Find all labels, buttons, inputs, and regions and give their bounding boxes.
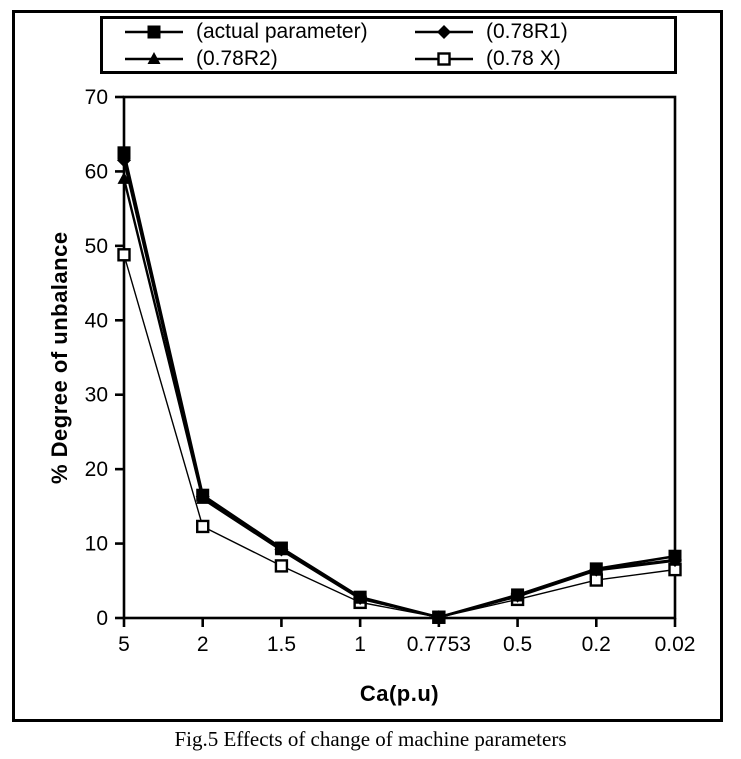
- series-line-0-78-x: [123, 254, 676, 618]
- series-0-78r1: [117, 153, 682, 625]
- y-tick-label: 20: [85, 458, 108, 481]
- figure-caption: Fig.5 Effects of change of machine param…: [174, 727, 567, 751]
- marker-square-filled: [117, 146, 131, 160]
- y-tick-label: 0: [96, 607, 108, 630]
- x-tick-label: 0.02: [655, 633, 696, 656]
- y-axis-ticks: 0 10 20 30 40 50 60 70: [85, 86, 124, 630]
- legend-label: (0.78R2): [196, 46, 278, 70]
- y-tick-label: 50: [85, 235, 108, 258]
- x-tick-label: 0.2: [582, 633, 611, 656]
- x-tick-label: 0.5: [503, 633, 532, 656]
- marker-square-filled: [511, 588, 525, 602]
- legend-label: (0.78R1): [486, 19, 568, 43]
- marker-square-filled: [353, 590, 367, 604]
- x-tick-label: 2: [197, 633, 209, 656]
- legend-key-triangle-filled-icon: [125, 51, 183, 64]
- legend-item: (0.78R1): [415, 20, 674, 44]
- marker-square-filled: [432, 610, 446, 624]
- y-tick-label: 60: [85, 160, 108, 183]
- x-tick-label: 5: [118, 633, 130, 656]
- legend-label: (0.78 X): [486, 46, 561, 70]
- legend-item: (actual parameter): [125, 20, 415, 44]
- marker-square-filled: [668, 549, 682, 563]
- x-tick-label: 1.5: [267, 633, 296, 656]
- marker-square-filled: [196, 488, 210, 502]
- y-tick-label: 10: [85, 533, 108, 556]
- legend-item: (0.78R2): [125, 47, 415, 71]
- legend-key-square-open-icon: [415, 51, 473, 66]
- x-axis-ticks: 5 2 1.5 1 0.7753 0.5 0.2 0.02: [118, 618, 695, 656]
- legend-label: (actual parameter): [196, 19, 368, 43]
- y-axis-title: % Degree of unbalance: [47, 231, 72, 484]
- marker-square-open: [117, 248, 131, 262]
- legend-key-square-filled-icon: [125, 25, 183, 38]
- axes: [122, 95, 677, 620]
- series-line-actual-parameter: [122, 152, 676, 619]
- series-line-0-78r1: [122, 159, 676, 619]
- marker-square-open: [274, 559, 289, 573]
- x-tick-label: 0.7753: [407, 633, 471, 656]
- series-0-78r2: [117, 171, 682, 623]
- x-axis-title: Ca(p.u): [359, 681, 440, 706]
- marker-square-filled: [274, 541, 288, 555]
- legend-key-diamond-filled-icon: [415, 24, 473, 39]
- series-line-0-78r2: [122, 178, 676, 619]
- y-tick-label: 30: [85, 384, 108, 407]
- series-actual-parameter: [117, 146, 682, 624]
- legend-item: (0.78 X): [415, 47, 674, 71]
- marker-triangle-filled: [117, 171, 131, 184]
- y-tick-label: 70: [85, 86, 108, 109]
- y-tick-label: 40: [85, 309, 108, 332]
- x-tick-label: 1: [354, 633, 366, 656]
- marker-square-open: [196, 519, 210, 534]
- marker-square-filled: [589, 562, 603, 576]
- chart-legend: (actual parameter) (0.78R1) (0.78R2) (0.78 …: [100, 16, 677, 74]
